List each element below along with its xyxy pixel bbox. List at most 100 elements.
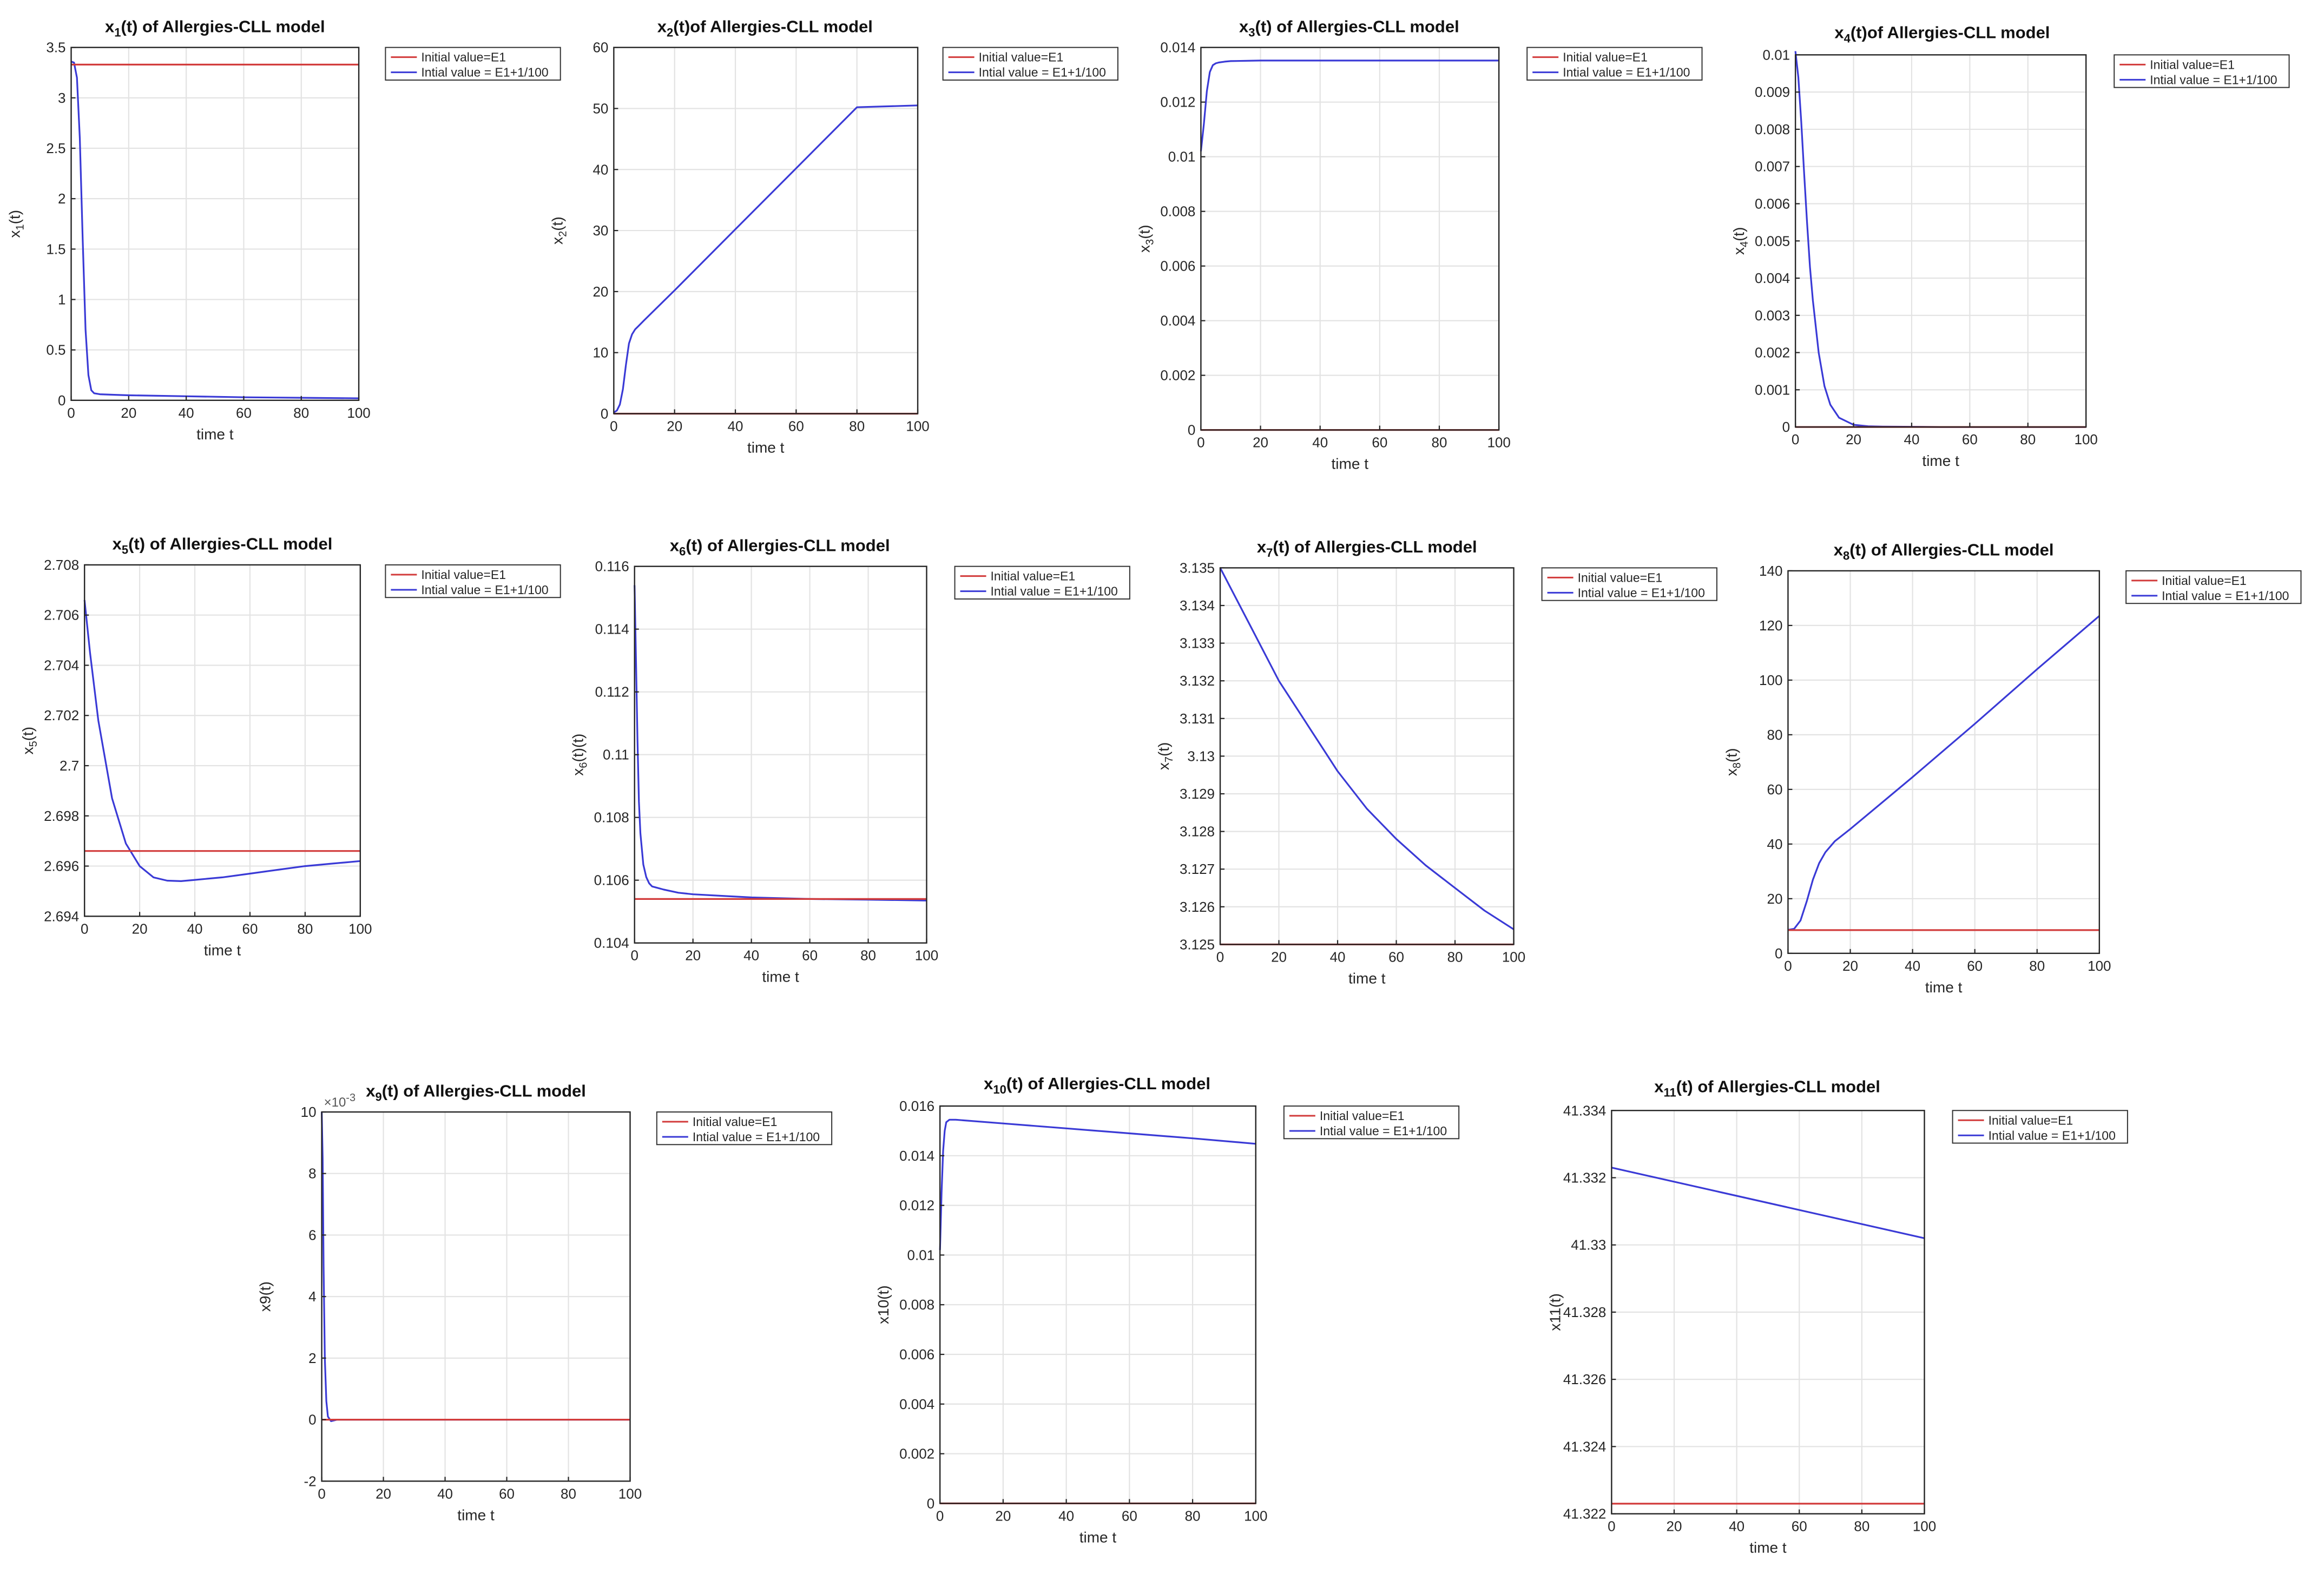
title-subscript: 1 bbox=[114, 25, 121, 39]
x-tick-label: 20 bbox=[995, 1508, 1011, 1524]
y-tick-label: 0.01 bbox=[1763, 47, 1790, 63]
ylabel-subscript: 1 bbox=[15, 224, 27, 230]
y-tick-label: 100 bbox=[1759, 672, 1782, 688]
legend-label-perturbed: Intial value = E1+1/100 bbox=[1989, 1128, 2116, 1142]
x-tick-label: 20 bbox=[376, 1485, 391, 1502]
legend-box bbox=[1952, 1110, 2128, 1144]
y-tick-label: 0.106 bbox=[594, 872, 629, 888]
x-tick-label: 0 bbox=[1216, 949, 1224, 965]
y-tick-label: 0.008 bbox=[899, 1296, 934, 1313]
y-tick-label: 41.322 bbox=[1563, 1506, 1607, 1522]
y-tick-label: 50 bbox=[592, 100, 608, 116]
legend-label-perturbed: Intial value = E1+1/100 bbox=[421, 583, 548, 597]
y-axis-label: x6(t)(t) bbox=[570, 734, 590, 776]
y-tick-label: 3.132 bbox=[1180, 673, 1215, 689]
title-variable: x bbox=[670, 536, 680, 555]
ylabel-subscript: 5 bbox=[28, 741, 39, 747]
x-axis-label: time t bbox=[1925, 979, 1963, 996]
ylabel-variable: x bbox=[1136, 245, 1153, 253]
y-tick-label: 0.104 bbox=[594, 935, 629, 951]
x-tick-label: 100 bbox=[348, 920, 372, 937]
x-tick-label: 40 bbox=[187, 920, 203, 937]
y-axis-label: x2(t) bbox=[549, 216, 569, 245]
title-text: (t) of Allergies-CLL model bbox=[128, 535, 332, 554]
x-tick-label: 20 bbox=[1667, 1518, 1682, 1535]
chart-title: x11(t) of Allergies-CLL model bbox=[1654, 1077, 1880, 1099]
title-variable: x bbox=[1239, 17, 1249, 36]
x-axis-label: time t bbox=[1749, 1539, 1787, 1556]
y-tick-label: 3.134 bbox=[1180, 597, 1215, 614]
ylabel-variable: x11(t) bbox=[1546, 1293, 1563, 1331]
plot-area bbox=[1788, 570, 2099, 953]
ylabel-text: (t) bbox=[1136, 225, 1153, 239]
chart-title: x6(t) of Allergies-CLL model bbox=[670, 536, 890, 558]
title-subscript: 8 bbox=[1843, 549, 1849, 563]
x-tick-label: 0 bbox=[318, 1485, 325, 1502]
y-tick-label: 0.5 bbox=[46, 342, 65, 358]
series-line-perturbed bbox=[613, 104, 918, 413]
title-variable: x bbox=[657, 17, 667, 36]
title-subscript: 2 bbox=[667, 25, 673, 39]
y-tick-label: 0.004 bbox=[1755, 270, 1790, 286]
y-tick-label: 0.012 bbox=[1160, 94, 1195, 110]
title-variable: x bbox=[366, 1082, 376, 1101]
x-tick-label: 100 bbox=[2088, 958, 2111, 974]
x-axis-label: time t bbox=[1922, 452, 1959, 469]
y-tick-label: -2 bbox=[304, 1473, 316, 1489]
x-tick-label: 40 bbox=[1330, 949, 1346, 965]
x-tick-label: 80 bbox=[849, 418, 865, 434]
legend-label-e1: Initial value=E1 bbox=[1320, 1109, 1405, 1123]
x-tick-label: 20 bbox=[667, 418, 682, 434]
y-tick-label: 30 bbox=[592, 222, 608, 239]
plot-area bbox=[614, 47, 918, 414]
x-tick-label: 60 bbox=[242, 920, 258, 937]
x-tick-label: 0 bbox=[81, 920, 88, 937]
legend-label-e1: Initial value=E1 bbox=[1563, 50, 1648, 64]
y-tick-label: 0.016 bbox=[899, 1098, 934, 1114]
x-tick-label: 60 bbox=[1792, 1518, 1807, 1535]
x-tick-label: 0 bbox=[1608, 1518, 1615, 1535]
y-tick-label: 3.135 bbox=[1180, 560, 1215, 576]
y-tick-label: 4 bbox=[308, 1288, 316, 1305]
y-tick-label: 40 bbox=[1767, 836, 1783, 852]
y-tick-label: 41.334 bbox=[1563, 1102, 1607, 1118]
y-tick-label: 0 bbox=[1775, 945, 1782, 962]
x-tick-label: 100 bbox=[1502, 949, 1525, 965]
y-tick-label: 0.006 bbox=[1160, 258, 1195, 274]
y-tick-label: 0.108 bbox=[594, 809, 629, 826]
title-text: (t) of Allergies-CLL model bbox=[382, 1082, 586, 1101]
y-tick-label: 3.126 bbox=[1180, 899, 1215, 915]
ylabel-variable: x bbox=[549, 237, 565, 245]
axes-box bbox=[70, 47, 360, 401]
y-tick-label: 20 bbox=[592, 284, 608, 300]
ylabel-text: (t) bbox=[1730, 227, 1747, 241]
y-tick-label: 41.328 bbox=[1563, 1304, 1607, 1320]
y-tick-label: 2 bbox=[308, 1350, 316, 1366]
ylabel-text: (t) bbox=[1723, 748, 1740, 762]
legend-label-perturbed: Intial value = E1+1/100 bbox=[421, 65, 548, 80]
chart-title: x8(t) of Allergies-CLL model bbox=[1834, 541, 2054, 563]
legend-box bbox=[1283, 1105, 1460, 1140]
axes-box bbox=[613, 47, 919, 414]
plot-area bbox=[84, 564, 360, 917]
legend-label-perturbed: Intial value = E1+1/100 bbox=[979, 65, 1106, 80]
ylabel-text: (t) bbox=[6, 210, 23, 224]
y-tick-label: 2.708 bbox=[44, 557, 79, 573]
x-tick-label: 20 bbox=[1846, 431, 1861, 447]
x-tick-label: 0 bbox=[1784, 958, 1792, 974]
axes-box bbox=[1794, 54, 2087, 428]
legend-box bbox=[942, 47, 1118, 81]
y-tick-label: 3.13 bbox=[1187, 748, 1215, 764]
y-tick-label: 0.002 bbox=[1755, 345, 1790, 361]
ylabel-subscript: 2 bbox=[557, 231, 569, 237]
x-tick-label: 80 bbox=[2020, 431, 2036, 447]
x-tick-label: 20 bbox=[685, 947, 701, 964]
ylabel-subscript: 6 bbox=[578, 762, 590, 768]
y-tick-label: 3.131 bbox=[1180, 710, 1215, 727]
x-tick-label: 80 bbox=[2029, 958, 2045, 974]
y-tick-label: 40 bbox=[592, 161, 608, 177]
plot-area bbox=[321, 1112, 630, 1482]
y-tick-label: 2.7 bbox=[60, 758, 79, 774]
